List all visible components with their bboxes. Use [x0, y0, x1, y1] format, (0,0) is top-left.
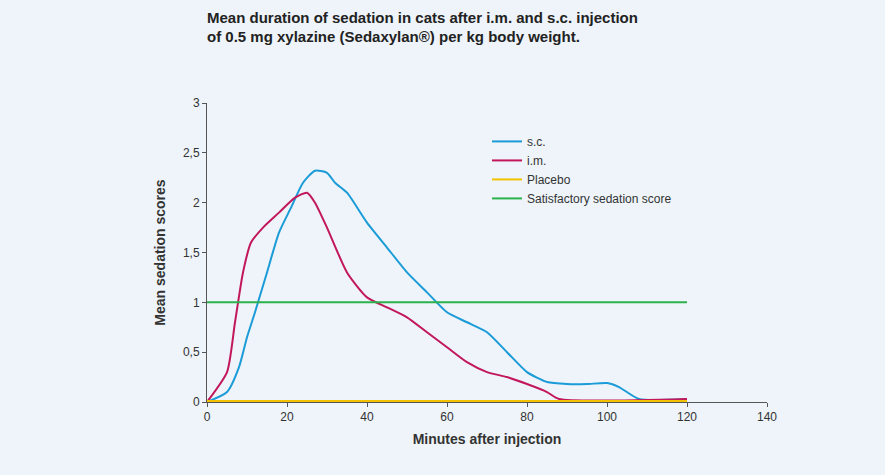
svg-text:Mean sedation scores: Mean sedation scores [152, 179, 168, 325]
svg-text:40: 40 [360, 410, 374, 424]
svg-text:0,5: 0,5 [183, 345, 200, 359]
svg-text:Placebo: Placebo [527, 173, 571, 187]
svg-text:2: 2 [193, 196, 200, 210]
svg-text:60: 60 [440, 410, 454, 424]
svg-text:0: 0 [193, 395, 200, 409]
svg-text:20: 20 [280, 410, 294, 424]
svg-text:s.c.: s.c. [527, 135, 546, 149]
svg-text:120: 120 [677, 410, 697, 424]
svg-text:3: 3 [193, 96, 200, 110]
svg-text:1,5: 1,5 [183, 246, 200, 260]
svg-text:Satisfactory sedation score: Satisfactory sedation score [527, 192, 671, 206]
svg-text:Mean duration of sedation in c: Mean duration of sedation in cats after … [207, 9, 638, 46]
svg-text:100: 100 [597, 410, 617, 424]
svg-text:140: 140 [757, 410, 777, 424]
svg-text:2,5: 2,5 [183, 146, 200, 160]
svg-text:0: 0 [204, 410, 211, 424]
svg-text:80: 80 [520, 410, 534, 424]
svg-text:1: 1 [193, 296, 200, 310]
svg-text:i.m.: i.m. [527, 154, 546, 168]
svg-text:Minutes after injection: Minutes after injection [413, 431, 562, 447]
